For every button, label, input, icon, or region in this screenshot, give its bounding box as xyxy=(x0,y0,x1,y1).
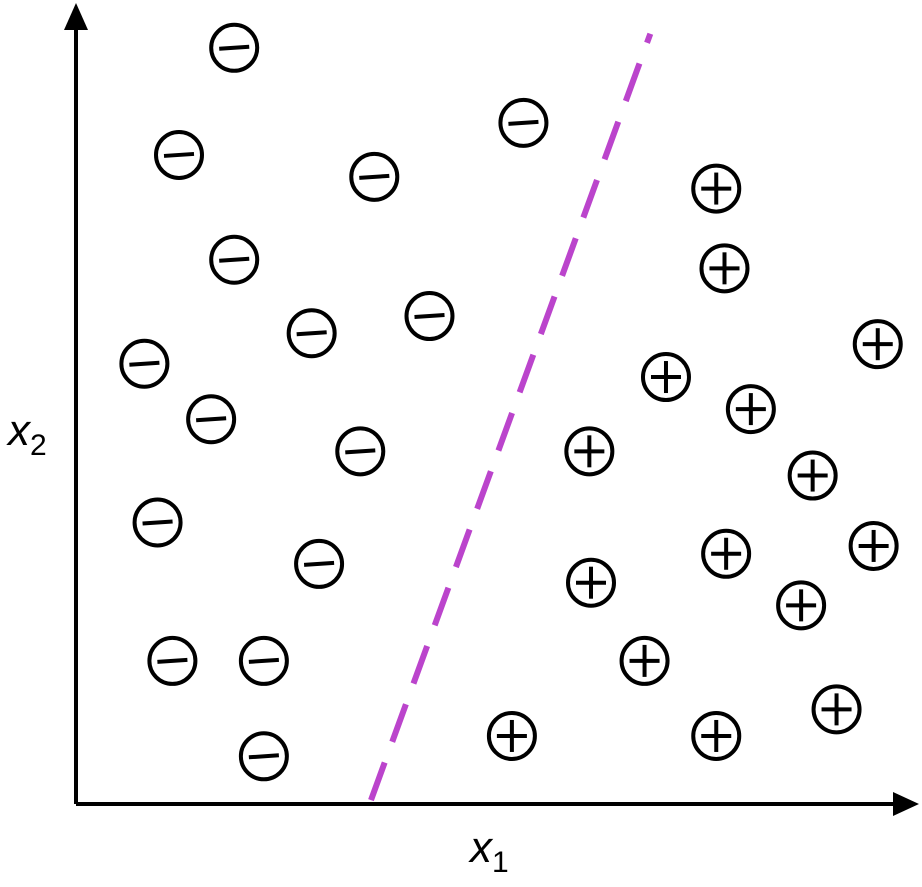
positive-point xyxy=(691,710,742,761)
positive-point xyxy=(699,243,750,294)
positive-point xyxy=(701,528,752,579)
y-axis-arrow xyxy=(64,3,88,30)
negative-point xyxy=(404,291,455,342)
positive-point xyxy=(640,352,691,403)
points-layer xyxy=(119,22,903,782)
y-axis-label: x2 xyxy=(6,406,47,462)
negative-point xyxy=(132,497,183,548)
negative-point xyxy=(238,731,289,782)
positive-point xyxy=(564,426,615,477)
x-axis-label: x1 xyxy=(468,823,509,879)
positive-point xyxy=(848,520,899,571)
positive-point xyxy=(566,557,616,608)
negative-point xyxy=(154,129,204,180)
negative-point xyxy=(238,635,289,686)
negative-point xyxy=(498,97,549,148)
positive-point xyxy=(486,710,537,761)
positive-point xyxy=(619,635,670,686)
negative-point xyxy=(209,22,260,73)
negative-point xyxy=(209,234,260,285)
positive-point xyxy=(691,163,742,214)
x-axis-arrow xyxy=(893,792,919,816)
decision-boundary xyxy=(368,32,654,802)
axes xyxy=(64,3,919,816)
negative-point xyxy=(186,394,237,445)
positive-point xyxy=(852,319,903,370)
positive-point xyxy=(725,384,776,435)
negative-point xyxy=(286,308,337,359)
negative-point xyxy=(147,635,198,686)
positive-point xyxy=(787,450,838,501)
negative-point xyxy=(294,538,345,589)
negative-point xyxy=(349,151,400,202)
negative-point xyxy=(335,426,386,477)
positive-point xyxy=(811,684,862,735)
positive-point xyxy=(776,580,827,631)
negative-point xyxy=(119,338,170,389)
